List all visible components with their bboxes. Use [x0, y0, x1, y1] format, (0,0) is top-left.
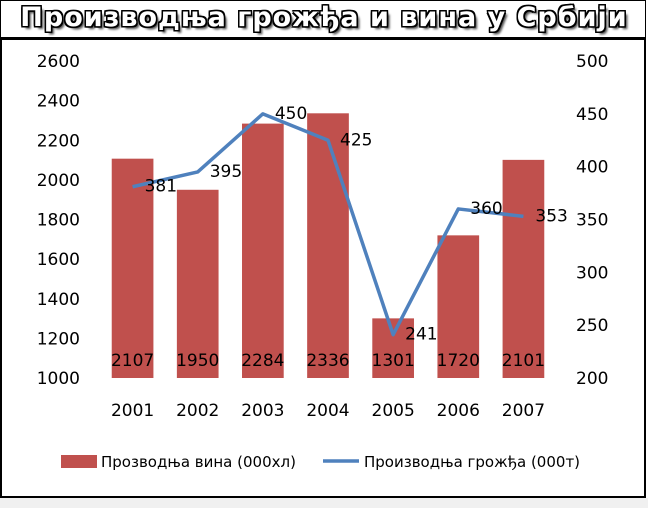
line-data-label: 450 [275, 104, 307, 124]
title-bar [0, 0, 646, 38]
x-tick-label: 2003 [241, 401, 284, 421]
y-left-tick-label: 2600 [37, 52, 80, 72]
bar-data-labels: 2107 1950 2284 2336 1301 1720 2101 [111, 351, 545, 371]
x-axis: 2001 2002 2003 2004 2005 2006 2007 [111, 401, 545, 421]
bar-data-label: 2107 [111, 351, 154, 371]
legend-bar-label: Прозводња вина (000хл) [101, 453, 296, 471]
bar-data-label: 2336 [306, 351, 349, 371]
bar [372, 318, 414, 378]
y-right-tick-label: 400 [576, 158, 608, 178]
bar-data-label: 1950 [176, 351, 219, 371]
bar-data-label: 2284 [241, 351, 284, 371]
line-data-label: 395 [210, 162, 242, 182]
bar [176, 189, 219, 378]
x-tick-label: 2002 [176, 401, 219, 421]
bar [502, 159, 545, 378]
line-data-label: 353 [535, 206, 567, 226]
y-right-tick-label: 500 [576, 52, 608, 72]
y-left-tick-label: 2200 [37, 131, 80, 151]
line-data-label: 360 [470, 199, 502, 219]
x-tick-label: 2004 [306, 401, 349, 421]
legend-bar-swatch [61, 455, 97, 468]
bar-data-label: 2101 [502, 351, 545, 371]
bar-data-label: 1301 [372, 351, 415, 371]
chart-title: Производња грожђа и вина у Србији [20, 2, 628, 33]
y-left-tick-label: 1200 [37, 329, 80, 349]
y-left-tick-label: 2000 [37, 171, 80, 191]
x-tick-label: 2001 [111, 401, 154, 421]
y-left-tick-label: 1400 [37, 290, 80, 310]
bar [242, 123, 284, 378]
bar-series [111, 113, 545, 379]
y-left-tick-label: 1800 [37, 211, 80, 231]
x-tick-label: 2006 [437, 401, 480, 421]
y-left-axis: 1000 1200 1400 1600 1800 2000 2200 2400 2600 [37, 52, 80, 389]
y-right-tick-label: 300 [576, 263, 608, 283]
bottom-shadow [0, 498, 648, 508]
line-data-labels: 381 395 450 425 241 360 353 [145, 104, 568, 345]
bar [437, 235, 480, 378]
y-right-axis: 200 250 300 350 400 450 500 [576, 52, 608, 389]
legend-line-label: Производња грожђа (000т) [364, 453, 580, 471]
y-left-tick-label: 1000 [37, 369, 80, 389]
line-data-label: 425 [340, 130, 372, 150]
line-data-label: 241 [405, 325, 437, 345]
line-series [132, 112, 524, 337]
y-right-tick-label: 350 [576, 211, 608, 231]
x-tick-label: 2005 [372, 401, 415, 421]
y-right-tick-label: 250 [576, 316, 608, 336]
y-left-tick-label: 2400 [37, 92, 80, 112]
legend: Прозводња вина (000хл) Производња грожђа … [61, 453, 580, 471]
bar [111, 158, 154, 378]
y-left-tick-label: 1600 [37, 250, 80, 270]
bar [307, 113, 349, 379]
line-data-label: 381 [145, 177, 177, 197]
y-right-tick-label: 450 [576, 105, 608, 125]
y-right-tick-label: 200 [576, 369, 608, 389]
x-tick-label: 2007 [502, 401, 545, 421]
bar-data-label: 1720 [437, 351, 480, 371]
